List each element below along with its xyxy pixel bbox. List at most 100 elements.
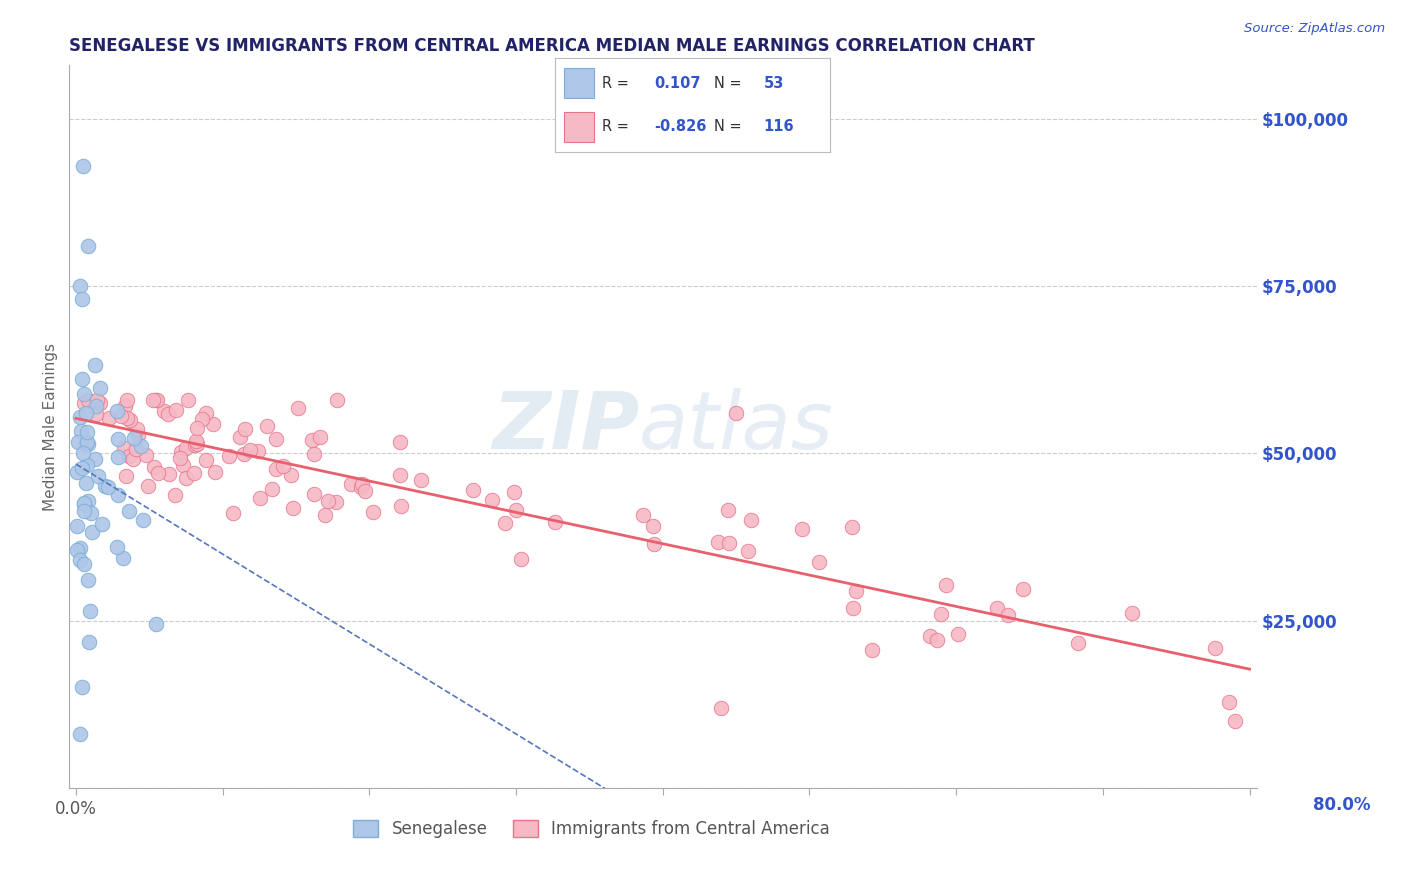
Point: [87, 469, 110, 483]
Point: [233, 422, 256, 436]
Text: 0.107: 0.107: [654, 76, 700, 91]
Point: [725, 406, 748, 420]
Point: [353, 483, 375, 498]
Point: [946, 627, 969, 641]
Point: [114, 468, 136, 483]
Point: [411, 473, 433, 487]
Point: [76, 436, 98, 450]
Point: [118, 450, 141, 464]
Point: [157, 467, 180, 482]
Point: [115, 411, 138, 425]
Point: [69, 410, 91, 425]
Point: [325, 494, 347, 508]
Point: [1121, 606, 1143, 620]
Point: [935, 578, 957, 592]
Point: [222, 506, 245, 520]
Point: [76, 406, 98, 420]
Point: [194, 452, 217, 467]
Point: [111, 551, 134, 566]
Point: [112, 442, 135, 456]
Point: [142, 392, 165, 407]
Text: Source: ZipAtlas.com: Source: ZipAtlas.com: [1244, 22, 1385, 36]
Point: [184, 438, 207, 452]
Point: [170, 444, 193, 458]
Point: [918, 629, 941, 643]
Point: [1012, 582, 1035, 596]
Point: [125, 442, 148, 456]
Point: [790, 522, 813, 536]
Point: [69, 727, 91, 741]
Point: [350, 477, 373, 491]
Point: [69, 552, 91, 566]
Point: [1204, 641, 1226, 656]
Point: [135, 448, 157, 462]
Point: [302, 487, 325, 501]
Point: [107, 488, 129, 502]
Point: [70, 461, 93, 475]
Point: [1223, 714, 1246, 728]
Point: [110, 409, 132, 423]
Point: [157, 407, 180, 421]
Point: [643, 536, 665, 550]
Point: [641, 519, 664, 533]
Point: [83, 358, 105, 372]
Point: [146, 467, 169, 481]
Y-axis label: Median Male Earnings: Median Male Earnings: [44, 343, 58, 510]
Point: [925, 633, 948, 648]
Point: [76, 458, 98, 472]
Point: [145, 392, 167, 407]
Text: N =: N =: [714, 119, 747, 134]
Point: [233, 447, 256, 461]
Point: [841, 520, 863, 534]
Text: 53: 53: [763, 76, 785, 91]
Point: [842, 601, 865, 615]
Point: [86, 407, 108, 421]
Point: [127, 427, 149, 442]
Point: [84, 399, 107, 413]
Point: [845, 583, 868, 598]
Point: [105, 540, 128, 554]
Point: [132, 513, 155, 527]
FancyBboxPatch shape: [564, 112, 593, 142]
Point: [194, 406, 217, 420]
Point: [186, 437, 208, 451]
Point: [129, 439, 152, 453]
Point: [544, 516, 567, 530]
Point: [260, 482, 283, 496]
Point: [1067, 636, 1090, 650]
Point: [70, 372, 93, 386]
Point: [93, 479, 115, 493]
Point: [707, 535, 730, 549]
Text: 80.0%: 80.0%: [1313, 796, 1371, 814]
Point: [183, 466, 205, 480]
Point: [301, 434, 323, 448]
Point: [316, 493, 339, 508]
Text: -0.826: -0.826: [654, 119, 706, 134]
Point: [174, 442, 197, 456]
Point: [153, 404, 176, 418]
Point: [1218, 695, 1240, 709]
Point: [107, 433, 129, 447]
Point: [339, 476, 361, 491]
Point: [75, 475, 97, 490]
Point: [105, 403, 128, 417]
Point: [136, 479, 159, 493]
Point: [308, 430, 330, 444]
Point: [70, 681, 93, 695]
Point: [271, 458, 294, 473]
Point: [66, 465, 89, 479]
Point: [70, 293, 93, 307]
Point: [77, 635, 100, 649]
Point: [737, 544, 759, 558]
Point: [389, 499, 412, 513]
Point: [124, 431, 146, 445]
Point: [186, 434, 208, 448]
Text: ZIP: ZIP: [492, 387, 638, 466]
Point: [84, 451, 107, 466]
Point: [929, 607, 952, 622]
Legend: Senegalese, Immigrants from Central America: Senegalese, Immigrants from Central Amer…: [346, 813, 837, 845]
Point: [505, 503, 527, 517]
Point: [740, 512, 762, 526]
Text: R =: R =: [602, 76, 634, 91]
Point: [114, 399, 136, 413]
